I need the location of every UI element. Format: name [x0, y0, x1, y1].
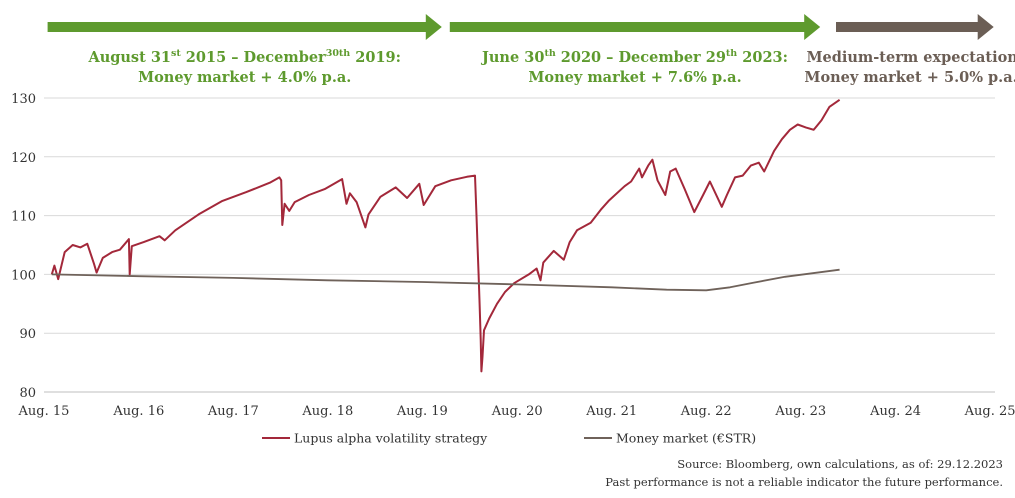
y-tick-label: 90 [19, 327, 36, 342]
x-tick-label: Aug. 15 [18, 404, 70, 419]
x-tick-label: Aug. 22 [680, 404, 732, 419]
source-note: Source: Bloomberg, own calculations, as … [677, 457, 1003, 471]
period-arrow-2 [449, 14, 821, 40]
period-label-line1: Medium-term expectation: [806, 49, 1015, 66]
x-tick-label: Aug. 16 [112, 404, 164, 419]
footer: Source: Bloomberg, own calculations, as … [605, 457, 1003, 489]
superscript: st [171, 48, 181, 59]
period-label-line1: August 31st 2015 – December30th 2019: [87, 48, 401, 66]
x-tick-label: Aug. 19 [396, 404, 448, 419]
y-tick-label: 100 [11, 268, 36, 283]
y-tick-label: 120 [11, 151, 36, 166]
label-part: 2015 – December [181, 49, 326, 66]
label-part: Medium-term expectation: [806, 49, 1015, 66]
x-tick-label: Aug. 17 [207, 404, 259, 419]
label-part: 2020 – December 29 [556, 49, 726, 66]
legend-label: Money market (€STR) [616, 431, 756, 446]
x-tick-label: Aug. 24 [869, 404, 921, 419]
x-tick-label: Aug. 20 [491, 404, 543, 419]
series-lines [50, 98, 841, 373]
legend: Lupus alpha volatility strategy Money mar… [262, 431, 756, 446]
period-label-line2: Money market + 5.0% p.a.* [804, 69, 1015, 86]
disclaimer-note: Past performance is not a reliable indic… [605, 475, 1003, 489]
y-tick-label: 80 [19, 386, 36, 401]
gridlines [44, 97, 995, 393]
legend-label: Lupus alpha volatility strategy [294, 431, 488, 446]
period-label-line1: June 30th 2020 – December 29th 2023: [480, 48, 788, 66]
x-tick-label: Aug. 23 [774, 404, 826, 419]
superscript: 30th [326, 48, 351, 59]
period-arrow-1 [47, 14, 442, 40]
period-label-line2: Money market + 4.0% p.a. [138, 69, 351, 86]
period-labels: August 31st 2015 – December30th 2019: Mon… [87, 48, 1015, 86]
label-part: 2019: [350, 49, 401, 66]
y-tick-label: 110 [11, 210, 36, 225]
superscript: th [544, 48, 555, 59]
period-label-line2: Money market + 7.6% p.a. [528, 69, 741, 86]
label-part: 2023: [737, 49, 788, 66]
series-line-strategy [50, 98, 841, 373]
y-axis-ticks: 80 90 100 110 120 130 [11, 92, 36, 401]
x-tick-label: Aug. 21 [585, 404, 637, 419]
y-tick-label: 130 [11, 92, 36, 107]
x-tick-label: Aug. 25 [964, 404, 1015, 419]
label-part: June 30 [480, 49, 544, 66]
period-arrow-3 [836, 14, 994, 40]
label-part: August 31 [87, 49, 171, 66]
superscript: th [726, 48, 737, 59]
period-arrows [47, 14, 994, 40]
x-axis-ticks: Aug. 15 Aug. 16 Aug. 17 Aug. 18 Aug. 19 Aug. … [18, 404, 1015, 419]
series-line-money-market [51, 268, 840, 292]
x-tick-label: Aug. 18 [301, 404, 353, 419]
